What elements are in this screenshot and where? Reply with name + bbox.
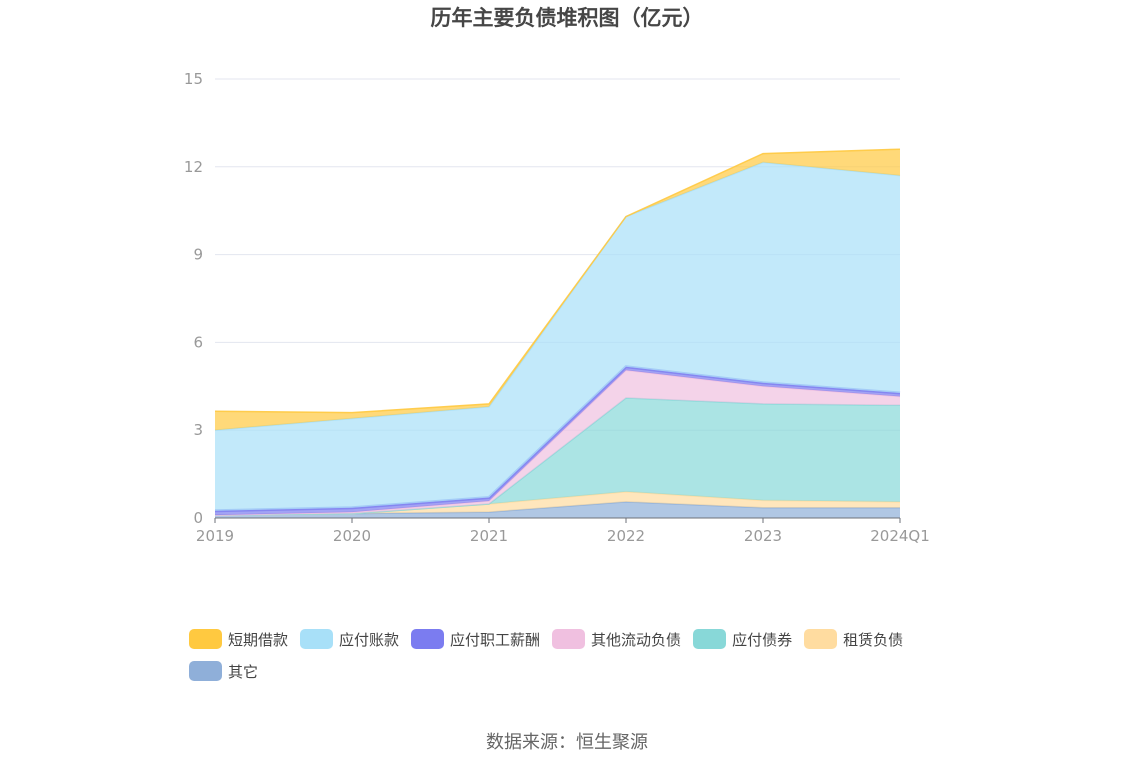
legend-swatch [189, 629, 222, 649]
legend-item[interactable]: 其它 [189, 660, 258, 682]
data-source-note: 数据来源：恒生聚源 [486, 732, 648, 753]
x-tick-label: 2020 [333, 527, 371, 545]
area-line-5 [214, 161, 901, 431]
area-series-2 [215, 398, 900, 516]
legend-item[interactable]: 其他流动负债 [552, 628, 681, 650]
legend-swatch [804, 629, 838, 649]
y-tick-label: 12 [184, 158, 203, 176]
axis-layer: 0 3 6 9 12 15 2019 2020 2021 2022 2023 2024Q1 [184, 70, 930, 545]
y-tick-label: 9 [193, 246, 203, 264]
legend-swatch [552, 629, 586, 649]
y-tick-label: 3 [193, 421, 203, 439]
area-series-5 [215, 162, 900, 511]
legend: 短期借款 应付账款 应付职工薪酬 其他流动负债 应付债券 租赁负债其它 [189, 628, 969, 692]
x-tick-label: 2022 [607, 527, 645, 545]
stacked-area-chart: 0 3 6 9 12 15 2019 2020 2021 2022 2023 2024Q1 [184, 70, 930, 545]
legend-label: 应付职工薪酬 [450, 630, 541, 649]
legend-label: 其它 [228, 662, 259, 681]
legend-label: 应付账款 [339, 630, 400, 649]
area-series-3 [215, 370, 900, 516]
y-tick-label: 15 [184, 70, 203, 88]
x-tick-label: 2021 [470, 527, 508, 545]
legend-label: 其他流动负债 [591, 630, 682, 649]
chart-title: 历年主要负债堆积图（亿元） [430, 6, 704, 30]
legend-swatch [189, 661, 222, 681]
x-tick-label: 2019 [196, 527, 234, 545]
legend-item[interactable]: 应付账款 [300, 628, 399, 650]
legend-swatch [300, 629, 334, 649]
legend-item[interactable]: 应付债券 [693, 628, 792, 650]
legend-swatch [693, 629, 727, 649]
area-layer [214, 148, 901, 518]
x-tick-label: 2023 [744, 527, 782, 545]
legend-label: 短期借款 [228, 630, 289, 649]
y-tick-label: 6 [193, 333, 203, 351]
x-tick-label: 2024Q1 [870, 527, 930, 545]
area-line-6 [214, 148, 901, 414]
area-series-1 [215, 491, 900, 516]
legend-label: 租赁负债 [843, 630, 904, 649]
legend-item[interactable]: 应付职工薪酬 [411, 628, 540, 650]
legend-swatch [411, 629, 445, 649]
y-tick-label: 0 [193, 509, 203, 527]
legend-label: 应付债券 [732, 630, 793, 649]
legend-item[interactable]: 租赁负债 [804, 628, 903, 650]
legend-item[interactable]: 短期借款 [189, 628, 288, 650]
